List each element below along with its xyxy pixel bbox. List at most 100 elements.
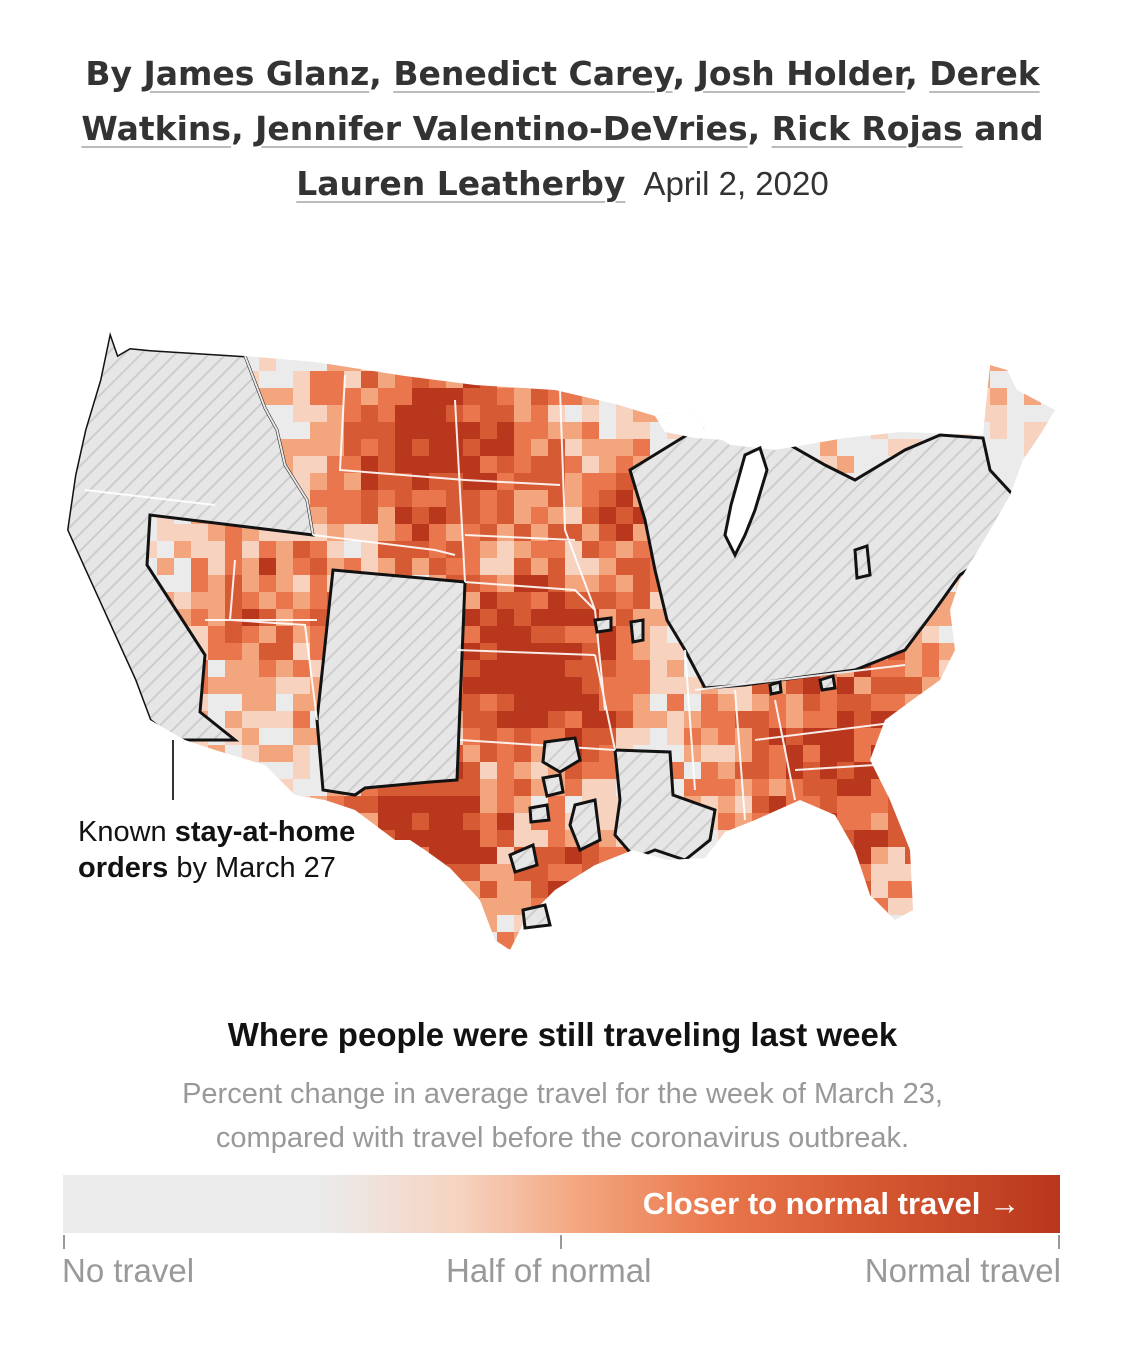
county-cell	[259, 354, 277, 372]
author-link[interactable]: Benedict Carey	[393, 54, 673, 93]
county-cell	[616, 592, 634, 610]
county-cell	[956, 592, 974, 610]
county-cell	[1024, 762, 1042, 780]
county-cell	[888, 813, 906, 831]
county-cell	[1007, 847, 1025, 865]
county-cell	[395, 337, 413, 355]
county-cell	[412, 847, 430, 865]
county-cell	[820, 847, 838, 865]
county-cell	[565, 864, 583, 882]
county-cell	[956, 354, 974, 372]
county-cell	[1007, 728, 1025, 746]
author-link[interactable]: Jennifer Valentino-DeVries	[255, 109, 748, 148]
county-cell	[429, 524, 447, 542]
county-cell	[616, 490, 634, 508]
county-cell	[174, 575, 192, 593]
county-cell	[990, 371, 1008, 389]
county-cell	[701, 898, 719, 916]
county-cell	[769, 337, 787, 355]
county-cell	[361, 507, 379, 525]
county-cell	[497, 337, 515, 355]
county-cell	[684, 864, 702, 882]
county-cell	[650, 354, 668, 372]
county-cell	[939, 626, 957, 644]
county-cell	[395, 949, 413, 950]
county-cell	[259, 677, 277, 695]
county-cell	[514, 745, 532, 763]
county-cell	[599, 643, 617, 661]
county-cell	[701, 711, 719, 729]
county-cell	[1024, 677, 1042, 695]
county-cell	[361, 949, 379, 950]
county-cell	[327, 796, 345, 814]
county-cell	[956, 796, 974, 814]
county-cell	[208, 898, 226, 916]
county-cell	[191, 762, 209, 780]
county-cell	[242, 677, 260, 695]
county-cell	[616, 949, 634, 950]
county-cell	[242, 796, 260, 814]
author-link[interactable]: James Glanz	[143, 54, 370, 93]
county-cell	[140, 796, 158, 814]
county-cell	[905, 864, 923, 882]
county-cell	[599, 541, 617, 559]
county-cell	[327, 949, 345, 950]
county-cell	[191, 949, 209, 950]
county-cell	[446, 881, 464, 899]
county-cell	[531, 592, 549, 610]
county-cell	[514, 332, 532, 338]
county-cell	[157, 915, 175, 933]
county-cell	[446, 422, 464, 440]
county-cell	[616, 881, 634, 899]
county-cell	[582, 422, 600, 440]
county-cell	[378, 847, 396, 865]
county-cell	[650, 643, 668, 661]
county-cell	[276, 694, 294, 712]
county-cell	[276, 949, 294, 950]
county-cell	[67, 558, 73, 576]
author-link[interactable]: Lauren Leatherby	[296, 164, 626, 203]
county-cell	[956, 609, 974, 627]
county-cell	[174, 762, 192, 780]
county-cell	[67, 779, 73, 797]
county-cell	[667, 949, 685, 950]
county-cell	[208, 949, 226, 950]
county-cell	[1024, 643, 1042, 661]
county-cell	[191, 609, 209, 627]
county-cell	[684, 694, 702, 712]
county-cell	[276, 354, 294, 372]
county-cell	[735, 405, 753, 423]
state-borders	[84, 355, 916, 821]
county-cell	[480, 490, 498, 508]
author-link[interactable]: Josh Holder	[696, 54, 906, 93]
county-cell	[548, 388, 566, 406]
county-cell	[531, 337, 549, 355]
county-cell	[140, 762, 158, 780]
author-link[interactable]: Rick Rojas	[771, 109, 963, 148]
county-cell	[633, 660, 651, 678]
county-cell	[888, 915, 906, 933]
county-cell	[497, 609, 515, 627]
county-cell	[259, 371, 277, 389]
county-cell	[973, 354, 991, 372]
county-cell	[1024, 439, 1042, 457]
county-cell	[480, 694, 498, 712]
county-cell	[616, 354, 634, 372]
county-cell	[565, 473, 583, 491]
county-cell	[922, 813, 940, 831]
county-cell	[395, 898, 413, 916]
county-cell	[854, 388, 872, 406]
county-cell	[480, 337, 498, 355]
county-cell	[599, 864, 617, 882]
county-cell	[412, 558, 430, 576]
county-cell	[514, 524, 532, 542]
county-cell	[310, 337, 328, 355]
county-cell	[752, 898, 770, 916]
county-cell	[344, 354, 362, 372]
county-cell	[327, 371, 345, 389]
author-link[interactable]: Derek Watkins	[81, 54, 1040, 148]
county-cell	[327, 405, 345, 423]
county-cell	[871, 830, 889, 848]
county-cell	[667, 881, 685, 899]
county-cell	[344, 796, 362, 814]
